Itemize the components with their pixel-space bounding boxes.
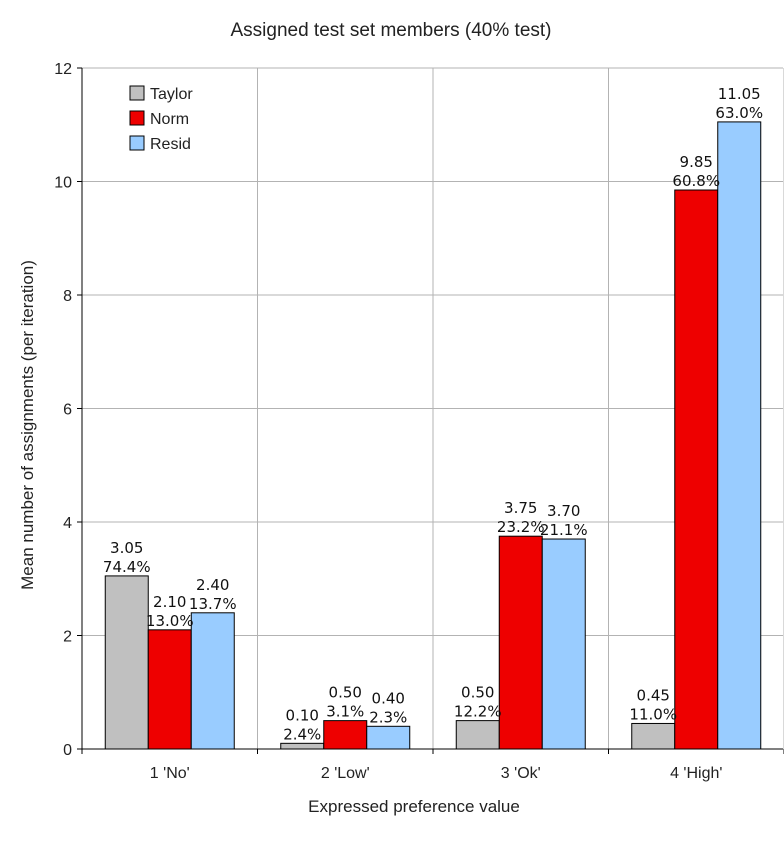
legend-swatch-resid — [129, 135, 145, 151]
bar-resid — [190, 612, 235, 750]
bar-value-label: 9.85 — [680, 153, 713, 171]
chart-title: Assigned test set members (40% test) — [230, 20, 551, 41]
bar-percent-label: 74.4% — [103, 558, 151, 576]
bar-value-label: 3.70 — [547, 502, 580, 520]
bar-percent-label: 11.0% — [629, 705, 677, 723]
bar-resid — [366, 725, 411, 750]
bar-value-label: 11.05 — [718, 85, 761, 103]
bar-norm — [498, 535, 543, 750]
bar-norm — [323, 720, 368, 750]
bar-value-label: 0.40 — [372, 689, 405, 707]
bar-percent-label: 13.0% — [146, 612, 194, 630]
bar-value-label: 3.05 — [110, 539, 143, 557]
y-tick-label: 10 — [54, 175, 72, 192]
bar-taylor — [455, 720, 500, 750]
y-tick-label: 2 — [63, 629, 72, 646]
bar-percent-label: 21.1% — [540, 521, 588, 539]
x-axis-label: Expressed preference value — [308, 797, 520, 816]
bar-value-label: 2.40 — [196, 576, 229, 594]
x-tick-label: 2 'Low' — [321, 765, 370, 782]
y-tick-label: 0 — [63, 742, 72, 759]
y-tick-label: 8 — [63, 288, 72, 305]
y-tick-label: 12 — [54, 61, 72, 78]
y-tick-label: 4 — [63, 515, 72, 532]
bar-norm — [674, 189, 719, 750]
bar-value-label: 0.10 — [286, 706, 319, 724]
bar-taylor — [104, 575, 149, 750]
y-tick-label: 6 — [63, 402, 72, 419]
x-tick-label: 1 'No' — [150, 765, 190, 782]
x-tick-label: 3 'Ok' — [501, 765, 541, 782]
bar-norm — [147, 629, 192, 750]
bar-percent-label: 13.7% — [189, 595, 237, 613]
legend-label: Resid — [150, 136, 191, 153]
data-labels: 3.0574.4%2.1013.0%2.4013.7%0.102.4%0.503… — [103, 85, 763, 743]
bar-percent-label: 2.4% — [283, 725, 321, 743]
x-tick-label: 4 'High' — [670, 765, 722, 782]
bar-percent-label: 12.2% — [454, 703, 502, 721]
bar-value-label: 3.75 — [504, 499, 537, 517]
bar-taylor — [280, 742, 325, 750]
bar-percent-label: 2.3% — [369, 708, 407, 726]
bar-percent-label: 63.0% — [715, 104, 763, 122]
legend-label: Norm — [150, 111, 189, 128]
bar-resid — [541, 538, 586, 750]
legend-label: Taylor — [150, 86, 193, 103]
legend-swatch-taylor — [129, 85, 145, 101]
bar-value-label: 0.50 — [329, 684, 362, 702]
legend-swatch-norm — [129, 110, 145, 126]
axes: 0 2 4 6 8 10 12 1 'No' 2 'Low' 3 'Ok' 4 'High' — [54, 61, 784, 782]
bar-percent-label: 3.1% — [326, 703, 364, 721]
y-axis-label: Mean number of assignments (per iteratio… — [18, 260, 37, 590]
bar-percent-label: 23.2% — [497, 518, 545, 536]
bar-percent-label: 60.8% — [672, 172, 720, 190]
bar-value-label: 2.10 — [153, 593, 186, 611]
bar-resid — [717, 121, 762, 750]
bar-taylor — [631, 722, 676, 750]
legend: Taylor Norm Resid — [129, 85, 193, 153]
bar-value-label: 0.45 — [637, 686, 670, 704]
bar-value-label: 0.50 — [461, 684, 494, 702]
